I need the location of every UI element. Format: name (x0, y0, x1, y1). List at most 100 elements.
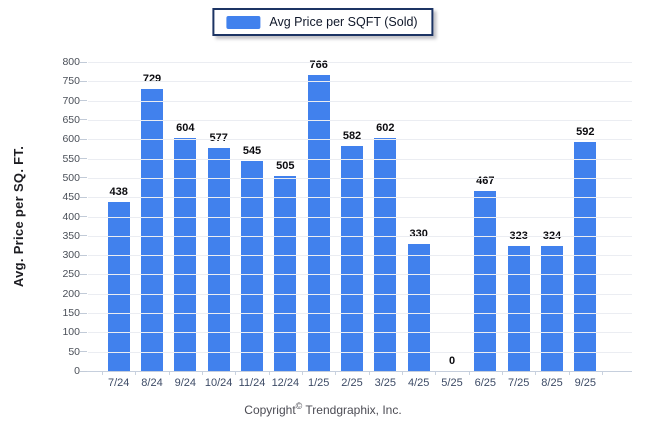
bar (274, 175, 297, 371)
bar (207, 148, 230, 371)
y-tick-mark (80, 331, 87, 333)
x-tick-label: 8/24 (141, 377, 163, 389)
bar-value-label: 545 (242, 144, 262, 157)
gridline (88, 139, 632, 141)
gridline (88, 313, 632, 315)
y-tick-mark (80, 177, 87, 179)
gridline (88, 81, 632, 83)
bar (474, 190, 497, 371)
y-tick-mark (80, 100, 87, 102)
x-axis-boundary-tick (368, 371, 370, 375)
bar-slot: 545 (235, 62, 269, 371)
copyright-company: Trendgraphix, Inc. (302, 403, 402, 417)
y-tick-mark (80, 80, 87, 82)
bar-slot: 729 (135, 62, 169, 371)
y-axis-title: Avg. Price per SQ. FT. (4, 62, 34, 371)
x-axis-boundary-tick (402, 371, 403, 375)
x-axis-boundary-tick (202, 371, 203, 375)
copyright-word: Copyright (244, 403, 296, 417)
bar-slot: 438 (102, 62, 136, 371)
x-axis-boundary-tick (268, 371, 270, 375)
bar-value-label: 467 (476, 174, 495, 187)
x-axis-boundary-tick (568, 371, 570, 375)
x-axis-tick-labels: 7/24 8/24 9/24 10/24 11/24 12/24 1/25 2/25 3/25 4… (102, 377, 602, 393)
x-axis-boundary-tick (468, 371, 470, 375)
y-tick-mark (80, 196, 87, 198)
y-tick-label: 300 (62, 249, 80, 262)
y-tick-label: 0 (74, 365, 80, 377)
y-tick-label: 250 (62, 268, 80, 281)
bar-value-label: 592 (576, 126, 595, 139)
x-tick-label: 5/25 (441, 377, 463, 389)
gridline (88, 293, 632, 295)
gridline (88, 197, 632, 199)
x-axis-boundary-tick (102, 371, 103, 375)
gridline (88, 255, 632, 257)
y-axis-title-text: Avg. Price per SQ. FT. (11, 145, 27, 288)
y-tick-label: 550 (62, 152, 80, 165)
x-tick-label: 10/24 (204, 377, 233, 389)
x-tick-label: 7/24 (107, 377, 130, 389)
x-tick-label: 1/25 (307, 377, 330, 389)
y-tick-mark (80, 370, 87, 372)
y-tick-mark (80, 293, 87, 295)
x-tick-label: 8/25 (541, 377, 563, 389)
x-tick-label: 9/25 (574, 377, 597, 389)
legend: Avg Price per SQFT (Sold) (212, 8, 434, 36)
gridline (88, 177, 632, 179)
bar (507, 246, 530, 371)
bar-slot: 0 (435, 62, 469, 371)
y-tick-label: 600 (62, 133, 80, 146)
bar (107, 201, 130, 371)
bar-value-label: 0 (448, 355, 456, 367)
bar (241, 160, 263, 371)
gridline (88, 119, 632, 121)
bar-value-label: 729 (142, 73, 162, 86)
x-tick-label: 3/25 (374, 377, 397, 389)
bar (341, 146, 363, 371)
bar-value-label: 438 (109, 185, 128, 198)
legend-swatch (226, 15, 261, 29)
x-axis-boundary-tick (302, 371, 303, 375)
copyright-text: Copyright© Trendgraphix, Inc. (0, 401, 646, 418)
bar-slot: 602 (368, 62, 402, 371)
bar (174, 137, 197, 371)
legend-label: Avg Price per SQFT (Sold) (269, 15, 418, 29)
bar-slot: 323 (502, 62, 536, 371)
y-tick-mark (80, 273, 87, 275)
bar (541, 245, 563, 371)
y-tick-mark (80, 312, 87, 314)
bar-slot: 582 (335, 62, 369, 371)
y-tick-mark (80, 351, 87, 353)
y-tick-label: 50 (68, 345, 80, 358)
x-axis-line (80, 371, 632, 372)
y-tick-mark (80, 254, 87, 256)
x-axis-boundary-tick (235, 371, 237, 375)
y-tick-mark (80, 158, 87, 160)
bar-value-label: 505 (276, 159, 295, 172)
y-tick-label: 750 (62, 75, 80, 88)
gridline (88, 62, 632, 63)
gridline (88, 216, 632, 218)
y-tick-mark (80, 61, 87, 63)
y-tick-mark (80, 235, 87, 237)
bar (307, 75, 330, 371)
x-tick-label: 4/25 (407, 377, 430, 389)
copyright-symbol: © (295, 401, 303, 411)
x-axis-boundary-tick (502, 371, 503, 375)
x-axis-boundary-tick (435, 371, 437, 375)
bar (374, 138, 397, 371)
y-tick-label: 800 (62, 56, 80, 68)
x-axis-boundary-tick (335, 371, 337, 375)
bar-value-label: 766 (309, 59, 328, 72)
x-axis-boundary-tick (168, 371, 170, 375)
gridline (88, 274, 632, 276)
bar (141, 89, 163, 371)
y-tick-mark (80, 216, 87, 217)
bar-slot: 505 (268, 62, 302, 371)
x-axis-boundary-tick (602, 371, 603, 375)
y-tick-label: 650 (62, 113, 80, 126)
x-tick-label: 6/25 (474, 377, 497, 389)
y-tick-mark (80, 138, 87, 140)
